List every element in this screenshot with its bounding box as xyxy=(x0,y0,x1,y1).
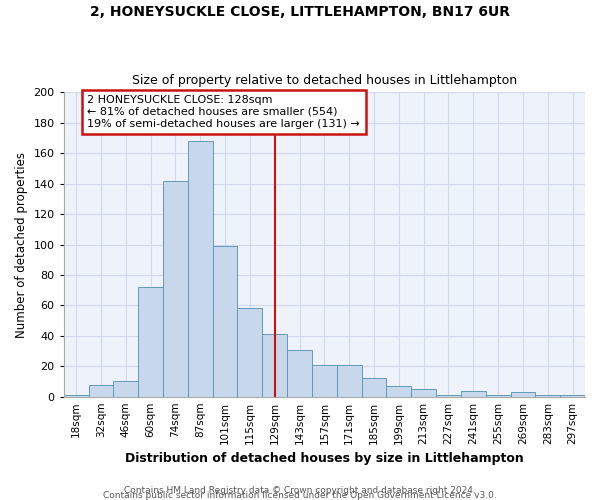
Bar xyxy=(436,395,461,396)
Bar xyxy=(163,180,188,396)
Bar xyxy=(262,334,287,396)
Text: Contains public sector information licensed under the Open Government Licence v3: Contains public sector information licen… xyxy=(103,491,497,500)
Text: Contains HM Land Registry data © Crown copyright and database right 2024.: Contains HM Land Registry data © Crown c… xyxy=(124,486,476,495)
Bar xyxy=(138,287,163,397)
Text: 2 HONEYSUCKLE CLOSE: 128sqm
← 81% of detached houses are smaller (554)
19% of se: 2 HONEYSUCKLE CLOSE: 128sqm ← 81% of det… xyxy=(87,96,360,128)
Bar xyxy=(188,141,212,397)
Bar xyxy=(337,364,362,396)
Bar xyxy=(212,246,238,396)
Text: 2, HONEYSUCKLE CLOSE, LITTLEHAMPTON, BN17 6UR: 2, HONEYSUCKLE CLOSE, LITTLEHAMPTON, BN1… xyxy=(90,5,510,19)
Title: Size of property relative to detached houses in Littlehampton: Size of property relative to detached ho… xyxy=(132,74,517,87)
Y-axis label: Number of detached properties: Number of detached properties xyxy=(15,152,28,338)
Bar xyxy=(362,378,386,396)
Bar xyxy=(535,395,560,396)
Bar xyxy=(238,308,262,396)
Bar xyxy=(511,392,535,396)
Bar xyxy=(64,395,89,396)
Bar xyxy=(560,395,585,396)
Bar xyxy=(411,389,436,396)
X-axis label: Distribution of detached houses by size in Littlehampton: Distribution of detached houses by size … xyxy=(125,452,524,465)
Bar xyxy=(386,386,411,396)
Bar xyxy=(312,364,337,396)
Bar xyxy=(113,382,138,396)
Bar xyxy=(461,390,486,396)
Bar xyxy=(486,395,511,396)
Bar xyxy=(287,350,312,397)
Bar xyxy=(89,384,113,396)
